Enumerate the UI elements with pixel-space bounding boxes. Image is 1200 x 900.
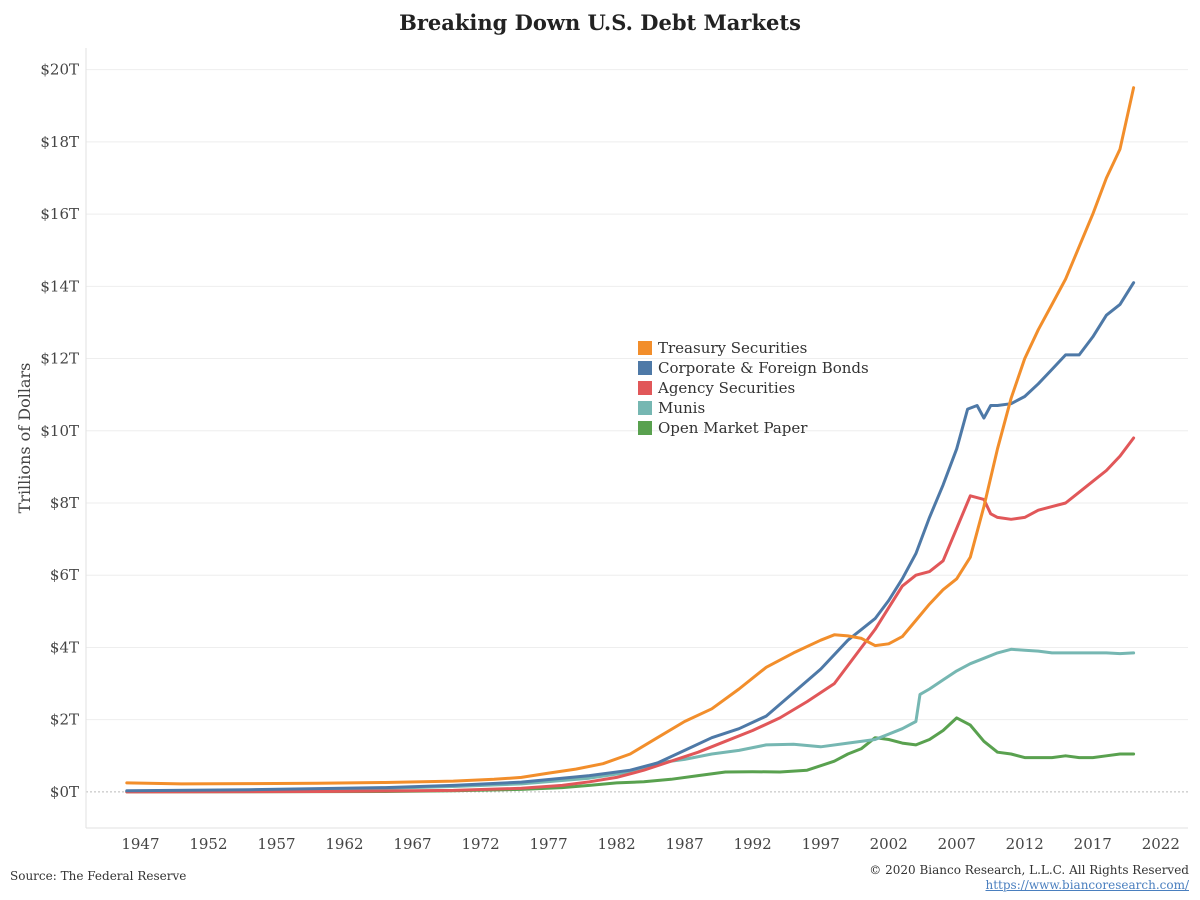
y-tick-label: $0T: [50, 783, 79, 801]
y-tick-label: $4T: [50, 638, 79, 656]
series-line-corporate-foreign-bonds: [125, 281, 1136, 793]
legend-label: Agency Securities: [658, 379, 796, 397]
x-tick-label: 1987: [666, 835, 704, 853]
legend-item: Munis: [638, 398, 869, 418]
legend-item: Open Market Paper: [638, 418, 869, 438]
legend: Treasury Securities Corporate & Foreign B…: [638, 338, 869, 438]
grid: [86, 69, 1188, 793]
copyright-block: © 2020 Bianco Research, L.L.C. All Right…: [869, 863, 1189, 893]
x-tick-label: 1952: [189, 835, 227, 853]
x-tick-label: 2017: [1074, 835, 1112, 853]
y-tick-label: $18T: [40, 133, 79, 151]
y-tick-label: $10T: [40, 422, 79, 440]
y-tick-label: $8T: [50, 494, 79, 512]
website-link[interactable]: https://www.biancoresearch.com/: [985, 878, 1189, 892]
x-tick-label: 1962: [325, 835, 363, 853]
legend-swatch: [638, 381, 652, 395]
legend-label: Corporate & Foreign Bonds: [658, 359, 869, 377]
y-tick-label: $20T: [40, 61, 79, 79]
x-tick-label: 1947: [121, 835, 159, 853]
x-tick-label: 1992: [734, 835, 772, 853]
y-tick-label: $6T: [50, 566, 79, 584]
series-lines: [125, 86, 1136, 794]
x-tick-label: 1997: [802, 835, 840, 853]
y-tick-label: $12T: [40, 350, 79, 368]
legend-swatch: [638, 361, 652, 375]
source-note: Source: The Federal Reserve: [10, 869, 187, 883]
x-tick-label: 2012: [1006, 835, 1044, 853]
chart-title: Breaking Down U.S. Debt Markets: [399, 10, 801, 35]
y-tick-label: $14T: [40, 277, 79, 295]
copyright-text: © 2020 Bianco Research, L.L.C. All Right…: [869, 863, 1189, 877]
series-line-treasury-securities: [125, 86, 1136, 786]
y-tick-label: $2T: [50, 711, 79, 729]
legend-label: Treasury Securities: [658, 339, 808, 357]
x-tick-label: 1982: [597, 835, 635, 853]
x-tick-label: 2002: [870, 835, 908, 853]
legend-swatch: [638, 341, 652, 355]
legend-item: Treasury Securities: [638, 338, 869, 358]
x-tick-label: 1972: [461, 835, 499, 853]
legend-item: Corporate & Foreign Bonds: [638, 358, 869, 378]
x-tick-label: 1957: [257, 835, 295, 853]
legend-item: Agency Securities: [638, 378, 869, 398]
axes: $0T $2T $4T $6T $8T $10T $12T $14T $16T $18T $20T 1…: [15, 48, 1188, 853]
x-tick-label: 1977: [529, 835, 567, 853]
legend-swatch: [638, 421, 652, 435]
legend-swatch: [638, 401, 652, 415]
x-tick-label: 2022: [1142, 835, 1180, 853]
series-line-munis: [125, 647, 1136, 793]
y-axis-title: Trillions of Dollars: [15, 363, 34, 514]
legend-label: Open Market Paper: [658, 419, 808, 437]
x-tick-label: 2007: [938, 835, 976, 853]
legend-label: Munis: [658, 399, 706, 417]
x-tick-label: 1967: [393, 835, 431, 853]
series-line-open-market-paper: [125, 716, 1136, 794]
y-tick-label: $16T: [40, 205, 79, 223]
series-line-agency-securities: [125, 436, 1136, 794]
